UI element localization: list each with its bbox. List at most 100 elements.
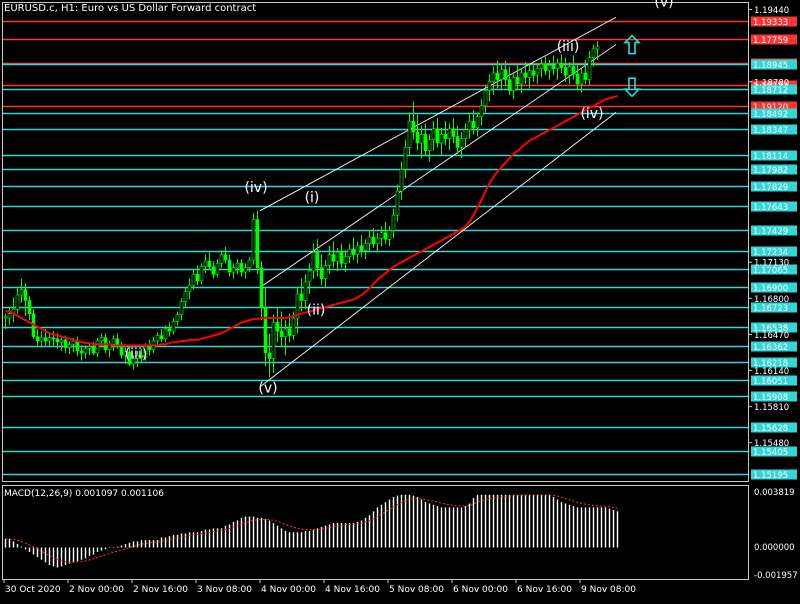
resistance-level-price-box xyxy=(751,34,797,45)
candle-body xyxy=(307,270,312,283)
support-level-price-box xyxy=(751,391,797,402)
candle-body xyxy=(531,70,536,76)
candle-body xyxy=(515,77,520,85)
candle-body xyxy=(243,267,248,273)
candle-body xyxy=(119,346,124,356)
candle-body xyxy=(463,129,468,139)
support-level-price-box xyxy=(751,469,797,480)
support-level-price-label: 1.17829 xyxy=(753,183,788,193)
support-level-price-box xyxy=(751,108,797,119)
candle-body xyxy=(543,63,548,72)
candle-body xyxy=(595,46,600,50)
candle-body xyxy=(291,317,296,336)
time-label: 3 Nov 08:00 xyxy=(197,585,252,595)
macd-frame xyxy=(2,485,749,580)
candle-body xyxy=(551,65,556,69)
time-label: 4 Nov 00:00 xyxy=(261,585,316,595)
support-level-price-label: 1.17643 xyxy=(753,203,788,213)
support-level-price-label: 1.17065 xyxy=(753,266,788,276)
support-level-price-label: 1.16051 xyxy=(753,377,788,387)
candle-body xyxy=(471,120,476,128)
macd-scale-label: 0.003819 xyxy=(754,488,795,498)
time-label: 6 Nov 16:00 xyxy=(517,585,572,595)
candle-body xyxy=(127,351,132,365)
candle-body xyxy=(15,294,20,310)
candle-body xyxy=(347,248,352,258)
support-level-price-box xyxy=(751,264,797,275)
time-label: 30 Oct 2020 xyxy=(5,585,61,595)
candle-body xyxy=(135,354,140,359)
chart-title: EURUSD.c, H1: Euro vs US Dollar Forward … xyxy=(4,3,257,14)
candle-body xyxy=(555,62,560,69)
time-label: 5 Nov 08:00 xyxy=(389,585,444,595)
price-tick-label: 1.19440 xyxy=(754,6,789,16)
candle-body xyxy=(315,252,320,269)
candle-body xyxy=(87,346,92,349)
support-level-price-label: 1.15405 xyxy=(753,448,788,458)
candle-body xyxy=(227,259,232,273)
channel-line xyxy=(259,44,617,288)
candle-body xyxy=(199,266,204,282)
candle-body xyxy=(95,340,100,354)
candle-body xyxy=(35,336,40,342)
candle-body xyxy=(447,128,452,139)
moving-average-line xyxy=(5,95,618,347)
wave-label: (i) xyxy=(305,190,320,206)
support-level-price-box xyxy=(751,341,797,352)
candle-body xyxy=(387,230,392,240)
candle-body xyxy=(179,301,184,316)
support-level-price-box xyxy=(751,357,797,368)
support-level-price-label: 1.17982 xyxy=(753,166,788,176)
candle-body xyxy=(399,168,404,192)
candle-body xyxy=(111,338,116,345)
candle-body xyxy=(419,133,424,144)
candle-body xyxy=(267,352,272,359)
support-level-price-box xyxy=(751,84,797,95)
candle-body xyxy=(383,232,388,240)
support-level-price-box xyxy=(751,282,797,293)
support-level-price-label: 1.15195 xyxy=(753,471,788,481)
price-tick-label: 1.15810 xyxy=(754,403,789,413)
candle-body xyxy=(467,120,472,131)
candle-body xyxy=(311,252,316,272)
candle-body xyxy=(287,328,292,336)
candle-body xyxy=(195,273,200,282)
candle-body xyxy=(203,260,208,267)
candle-body xyxy=(75,340,80,352)
candle-body xyxy=(391,214,396,231)
candle-body xyxy=(507,79,512,91)
candle-body xyxy=(7,313,12,319)
candle-body xyxy=(563,67,568,76)
candle-body xyxy=(55,338,60,343)
candle-body xyxy=(475,116,480,128)
support-level-price-box xyxy=(751,124,797,135)
candle-body xyxy=(295,293,300,319)
support-level-price-label: 1.16218 xyxy=(753,359,788,369)
candle-body xyxy=(283,328,288,337)
candle-body xyxy=(407,120,412,148)
candle-body xyxy=(539,63,544,69)
candle-body xyxy=(455,136,460,148)
support-level-price-box xyxy=(751,59,797,70)
candle-body xyxy=(483,90,488,107)
price-tick-label: 1.15480 xyxy=(754,439,789,449)
time-label: 9 Nov 08:00 xyxy=(581,585,636,595)
candle-body xyxy=(263,306,268,354)
candle-body xyxy=(115,338,120,347)
support-level-price-label: 1.18945 xyxy=(753,61,788,71)
candle-body xyxy=(255,219,260,269)
candle-body xyxy=(171,321,176,332)
candle-body xyxy=(331,254,336,262)
support-level-price-label: 1.18712 xyxy=(753,86,788,96)
candle-body xyxy=(279,330,284,337)
candle-body xyxy=(123,351,128,356)
support-level-price-label: 1.16538 xyxy=(753,324,788,334)
candle-body xyxy=(51,337,56,340)
candle-body xyxy=(59,339,64,343)
support-level-price-label: 1.17429 xyxy=(753,227,788,237)
candle-body xyxy=(251,219,256,261)
main-chart-frame xyxy=(2,2,749,482)
candle-body xyxy=(3,316,8,319)
candle-body xyxy=(191,273,196,286)
